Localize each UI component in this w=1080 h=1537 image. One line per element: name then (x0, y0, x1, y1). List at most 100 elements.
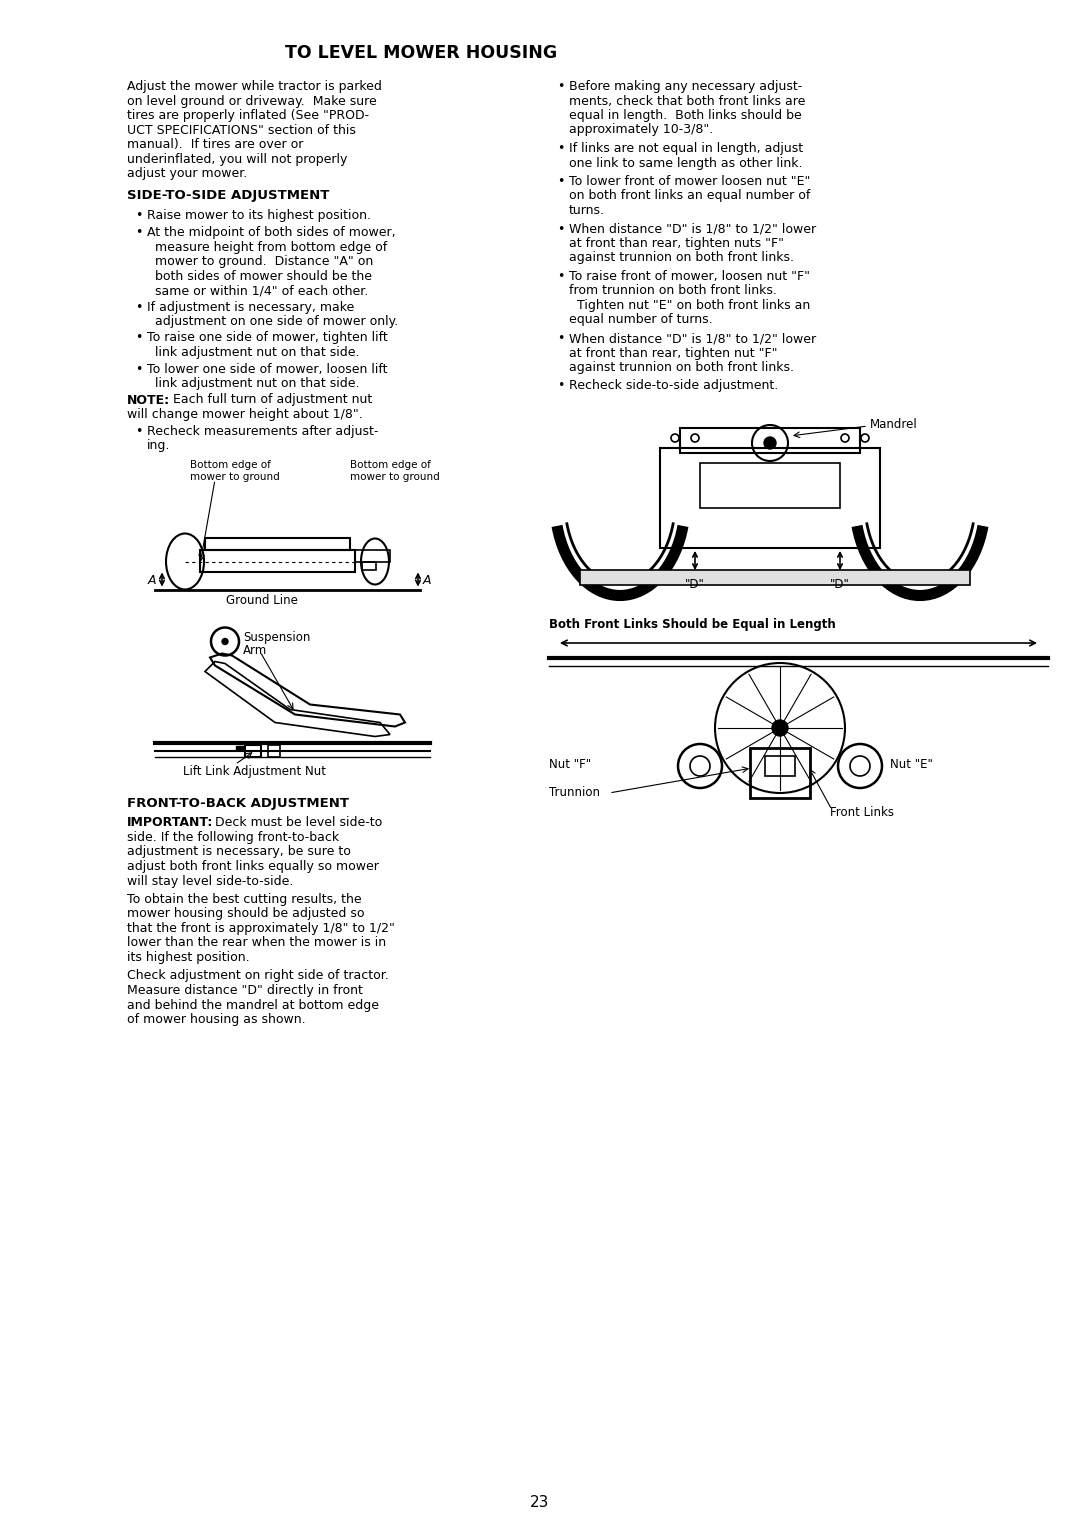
Text: Front Links: Front Links (831, 805, 894, 819)
Text: •: • (135, 332, 143, 344)
Text: Tighten nut "E" on both front links an: Tighten nut "E" on both front links an (569, 300, 810, 312)
Text: To obtain the best cutting results, the: To obtain the best cutting results, the (127, 893, 362, 905)
Text: •: • (557, 271, 565, 283)
Text: against trunnion on both front links.: against trunnion on both front links. (569, 361, 794, 373)
Text: •: • (135, 226, 143, 238)
Text: Bottom edge of: Bottom edge of (350, 460, 431, 469)
Text: Each full turn of adjustment nut: Each full turn of adjustment nut (173, 393, 373, 406)
Text: Before making any necessary adjust-: Before making any necessary adjust- (569, 80, 802, 94)
Bar (200, 550, 355, 572)
Text: To lower front of mower loosen nut "E": To lower front of mower loosen nut "E" (569, 175, 810, 188)
Text: FRONT-TO-BACK ADJUSTMENT: FRONT-TO-BACK ADJUSTMENT (127, 796, 349, 810)
Text: Lift Link Adjustment Nut: Lift Link Adjustment Nut (183, 764, 326, 778)
Text: link adjustment nut on that side.: link adjustment nut on that side. (147, 346, 360, 360)
Bar (660, 447, 880, 549)
Text: adjust your mower.: adjust your mower. (127, 168, 247, 180)
Bar (362, 561, 376, 570)
Text: Bottom edge of: Bottom edge of (190, 460, 271, 469)
Text: •: • (135, 363, 143, 375)
Text: against trunnion on both front links.: against trunnion on both front links. (569, 252, 794, 264)
Text: Trunnion: Trunnion (549, 785, 600, 799)
Text: To raise front of mower, loosen nut "F": To raise front of mower, loosen nut "F" (569, 271, 810, 283)
Text: IMPORTANT:: IMPORTANT: (127, 816, 214, 830)
Bar (750, 749, 810, 798)
Text: •: • (557, 223, 565, 235)
Text: at front than rear, tighten nut "F": at front than rear, tighten nut "F" (569, 346, 778, 360)
Text: and behind the mandrel at bottom edge: and behind the mandrel at bottom edge (127, 999, 379, 1011)
Text: on both front links an equal number of: on both front links an equal number of (569, 189, 810, 203)
Text: mower housing should be adjusted so: mower housing should be adjusted so (127, 907, 365, 921)
Text: manual).  If tires are over or: manual). If tires are over or (127, 138, 303, 151)
Text: ments, check that both front links are: ments, check that both front links are (569, 94, 806, 108)
Bar (355, 550, 390, 561)
Text: •: • (557, 175, 565, 188)
Text: "D": "D" (685, 578, 705, 592)
Text: Raise mower to its highest position.: Raise mower to its highest position. (147, 209, 372, 223)
Text: •: • (135, 301, 143, 314)
Text: equal in length.  Both links should be: equal in length. Both links should be (569, 109, 801, 121)
Bar (268, 744, 280, 756)
Text: link adjustment nut on that side.: link adjustment nut on that side. (147, 377, 360, 390)
Text: A: A (148, 575, 157, 587)
Text: When distance "D" is 1/8" to 1/2" lower: When distance "D" is 1/8" to 1/2" lower (569, 223, 816, 235)
Text: one link to same length as other link.: one link to same length as other link. (569, 157, 802, 169)
Text: underinflated, you will not properly: underinflated, you will not properly (127, 152, 348, 166)
Text: 23: 23 (530, 1496, 550, 1509)
Text: tires are properly inflated (See "PROD-: tires are properly inflated (See "PROD- (127, 109, 369, 121)
Text: adjust both front links equally so mower: adjust both front links equally so mower (127, 861, 379, 873)
Text: mower to ground: mower to ground (190, 472, 280, 481)
Text: •: • (557, 141, 565, 155)
Text: mower to ground.  Distance "A" on: mower to ground. Distance "A" on (147, 255, 374, 267)
Text: Check adjustment on right side of tractor.: Check adjustment on right side of tracto… (127, 970, 389, 982)
Text: that the front is approximately 1/8" to 1/2": that the front is approximately 1/8" to … (127, 922, 395, 934)
Text: Measure distance "D" directly in front: Measure distance "D" directly in front (127, 984, 363, 998)
Circle shape (764, 437, 777, 449)
Text: of mower housing as shown.: of mower housing as shown. (127, 1013, 306, 1027)
Circle shape (772, 719, 788, 736)
Bar (205, 538, 350, 550)
Text: TO LEVEL MOWER HOUSING: TO LEVEL MOWER HOUSING (285, 45, 557, 61)
Text: Nut "F": Nut "F" (549, 758, 591, 772)
Text: lower than the rear when the mower is in: lower than the rear when the mower is in (127, 936, 387, 950)
Text: Adjust the mower while tractor is parked: Adjust the mower while tractor is parked (127, 80, 382, 94)
Text: adjustment is necessary, be sure to: adjustment is necessary, be sure to (127, 845, 351, 859)
Text: its highest position.: its highest position. (127, 951, 249, 964)
Text: •: • (557, 332, 565, 344)
Bar (580, 570, 970, 586)
Text: from trunnion on both front links.: from trunnion on both front links. (569, 284, 777, 298)
Text: Nut "E": Nut "E" (890, 758, 933, 772)
Text: Suspension: Suspension (243, 632, 310, 644)
Text: NOTE:: NOTE: (127, 393, 171, 406)
Text: both sides of mower should be the: both sides of mower should be the (147, 269, 372, 283)
Text: Recheck measurements after adjust-: Recheck measurements after adjust- (147, 424, 378, 438)
Text: If adjustment is necessary, make: If adjustment is necessary, make (147, 301, 354, 314)
Text: At the midpoint of both sides of mower,: At the midpoint of both sides of mower, (147, 226, 395, 238)
Text: same or within 1/4" of each other.: same or within 1/4" of each other. (147, 284, 368, 297)
Text: at front than rear, tighten nuts "F": at front than rear, tighten nuts "F" (569, 237, 784, 251)
Text: will change mower height about 1/8".: will change mower height about 1/8". (127, 407, 363, 421)
Bar (245, 744, 261, 756)
Text: Both Front Links Should be Equal in Length: Both Front Links Should be Equal in Leng… (549, 618, 836, 632)
Text: A: A (422, 575, 431, 587)
Text: on level ground or driveway.  Make sure: on level ground or driveway. Make sure (127, 94, 377, 108)
Text: •: • (135, 424, 143, 438)
Text: Ground Line: Ground Line (226, 593, 298, 607)
Text: To lower one side of mower, loosen lift: To lower one side of mower, loosen lift (147, 363, 388, 375)
Text: If links are not equal in length, adjust: If links are not equal in length, adjust (569, 141, 804, 155)
Text: Mandrel: Mandrel (870, 418, 918, 430)
Text: To raise one side of mower, tighten lift: To raise one side of mower, tighten lift (147, 332, 388, 344)
Text: •: • (135, 209, 143, 223)
Text: turns.: turns. (569, 204, 605, 217)
Text: Arm: Arm (243, 644, 267, 656)
Text: will stay level side-to-side.: will stay level side-to-side. (127, 875, 294, 887)
Text: When distance "D" is 1/8" to 1/2" lower: When distance "D" is 1/8" to 1/2" lower (569, 332, 816, 344)
Text: SIDE-TO-SIDE ADJUSTMENT: SIDE-TO-SIDE ADJUSTMENT (127, 189, 329, 203)
Circle shape (222, 638, 228, 644)
Text: equal number of turns.: equal number of turns. (569, 314, 713, 326)
Bar (680, 427, 860, 453)
Text: Deck must be level side-to: Deck must be level side-to (207, 816, 382, 830)
Text: UCT SPECIFICATIONS" section of this: UCT SPECIFICATIONS" section of this (127, 123, 356, 137)
Text: ing.: ing. (147, 440, 171, 452)
Text: "D": "D" (831, 578, 850, 592)
Text: approximately 10-3/8".: approximately 10-3/8". (569, 123, 713, 137)
